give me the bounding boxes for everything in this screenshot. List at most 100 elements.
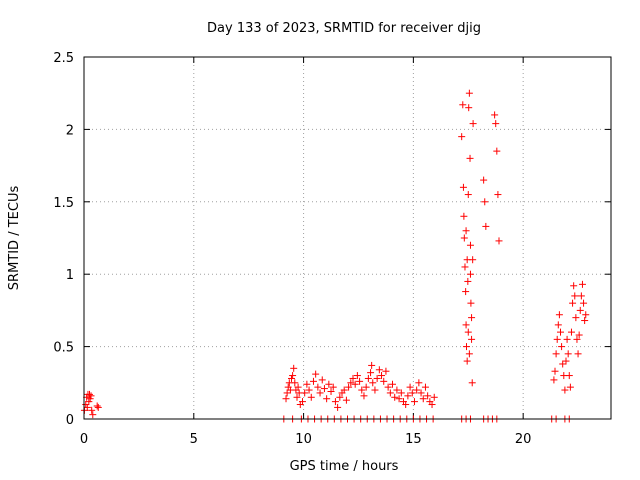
data-point <box>368 361 376 369</box>
data-point <box>468 314 476 322</box>
data-point <box>294 383 302 391</box>
data-point <box>550 376 558 384</box>
data-point <box>301 389 309 397</box>
data-point <box>563 335 571 343</box>
data-point <box>86 395 94 403</box>
data-point <box>578 280 586 288</box>
data-point <box>85 398 93 406</box>
data-point <box>460 234 468 242</box>
y-tick-label: 2 <box>66 123 74 138</box>
data-point <box>404 392 412 400</box>
data-point <box>580 299 588 307</box>
data-point <box>349 374 357 382</box>
data-point <box>469 120 477 128</box>
data-point <box>410 398 418 406</box>
data-point <box>465 350 473 358</box>
data-points <box>80 89 590 423</box>
data-point <box>94 403 102 411</box>
data-point <box>331 398 339 406</box>
data-point <box>459 183 467 191</box>
grid-lines <box>84 57 611 419</box>
data-point <box>581 317 589 325</box>
data-point <box>459 101 467 109</box>
data-point <box>382 367 390 375</box>
data-point <box>369 379 377 387</box>
data-point <box>325 380 333 388</box>
data-point <box>408 389 416 397</box>
data-point <box>393 386 401 394</box>
data-point <box>282 395 290 403</box>
data-point <box>575 331 583 339</box>
data-point <box>559 360 567 368</box>
x-tick-label: 15 <box>405 432 422 447</box>
data-point <box>463 357 471 365</box>
data-point <box>468 335 476 343</box>
data-point <box>482 222 490 230</box>
data-point <box>558 343 566 351</box>
data-point <box>430 393 438 401</box>
data-point <box>462 288 470 296</box>
data-point <box>347 379 355 387</box>
data-point <box>424 392 432 400</box>
data-point <box>464 277 472 285</box>
data-point <box>391 393 399 401</box>
data-point <box>573 335 581 343</box>
data-point <box>362 383 370 391</box>
data-point <box>462 227 470 235</box>
data-point <box>552 350 560 358</box>
data-point <box>495 237 503 245</box>
data-point <box>462 321 470 329</box>
data-point <box>464 328 472 336</box>
data-point <box>569 299 577 307</box>
plot-frame <box>83 56 612 420</box>
data-point <box>465 104 473 112</box>
data-point <box>380 377 388 385</box>
data-point <box>290 364 298 372</box>
data-point <box>428 401 436 409</box>
data-point <box>465 89 473 97</box>
data-point <box>467 299 475 307</box>
data-point <box>402 401 410 409</box>
data-point <box>316 389 324 397</box>
data-point <box>464 191 472 199</box>
y-tick-label: 1 <box>66 268 74 283</box>
data-point <box>309 377 317 385</box>
data-point <box>551 367 559 375</box>
data-point <box>320 385 328 393</box>
data-point <box>463 256 471 264</box>
data-point <box>318 376 326 384</box>
data-point <box>463 343 471 351</box>
data-point <box>421 383 429 391</box>
y-tick-label: 0 <box>66 413 74 428</box>
data-point <box>307 393 315 401</box>
data-point <box>397 389 405 397</box>
data-point <box>480 176 488 184</box>
chart-title: Day 133 of 2023, SRMTID for receiver dji… <box>207 21 481 36</box>
data-point <box>360 392 368 400</box>
data-point <box>358 386 366 394</box>
y-tick-label: 1.5 <box>53 196 74 211</box>
data-point <box>83 403 91 411</box>
data-point <box>342 396 350 404</box>
data-point <box>468 379 476 387</box>
data-point <box>89 411 97 419</box>
data-point <box>460 212 468 220</box>
data-point <box>564 350 572 358</box>
data-point <box>458 133 466 141</box>
data-point <box>556 328 564 336</box>
data-point <box>88 406 96 414</box>
data-point <box>351 380 359 388</box>
data-point <box>566 383 574 391</box>
data-point <box>327 387 335 395</box>
data-point <box>572 314 580 322</box>
data-point <box>571 292 579 300</box>
data-point <box>570 282 578 290</box>
x-tick-label: 20 <box>515 432 532 447</box>
data-point <box>576 306 584 314</box>
data-point <box>554 321 562 329</box>
data-point <box>334 403 342 411</box>
data-point <box>314 383 322 391</box>
data-point <box>312 370 320 378</box>
x-tick-label: 10 <box>295 432 312 447</box>
